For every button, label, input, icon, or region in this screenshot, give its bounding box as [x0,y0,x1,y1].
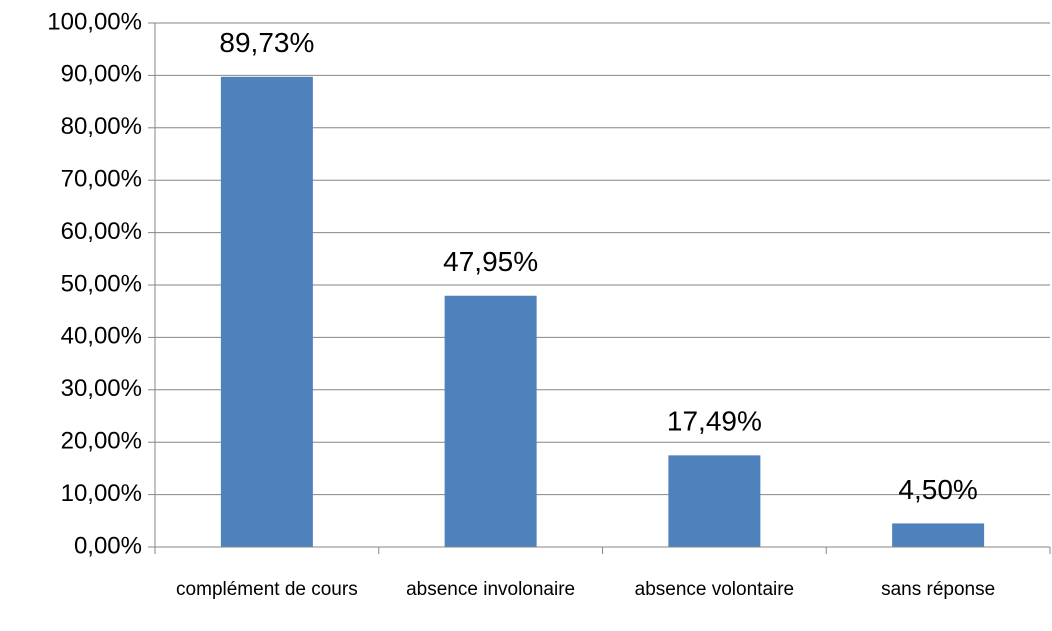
y-tick-label: 60,00% [61,218,142,245]
y-tick-label: 10,00% [61,480,142,507]
bar [892,523,985,547]
x-tick-label: complément de cours [176,579,358,600]
bar [220,76,313,548]
bar [668,455,761,547]
y-tick-label: 70,00% [61,166,142,193]
x-tick-label: absence volontaire [634,579,795,600]
bar [444,295,537,547]
data-label: 89,73% [219,27,314,58]
y-tick-label: 80,00% [61,113,142,140]
x-tick-label: sans réponse [881,579,996,600]
y-tick-label: 30,00% [61,375,142,402]
data-label: 17,49% [667,406,762,437]
y-tick-label: 100,00% [47,8,142,35]
y-tick-label: 50,00% [61,270,142,297]
y-tick-label: 0,00% [74,532,142,559]
data-label: 4,50% [898,474,977,505]
data-label: 47,95% [443,246,538,277]
y-tick-label: 40,00% [61,323,142,350]
x-tick-label: absence involonaire [406,579,576,600]
y-tick-label: 90,00% [61,61,142,88]
y-tick-label: 20,00% [61,428,142,455]
